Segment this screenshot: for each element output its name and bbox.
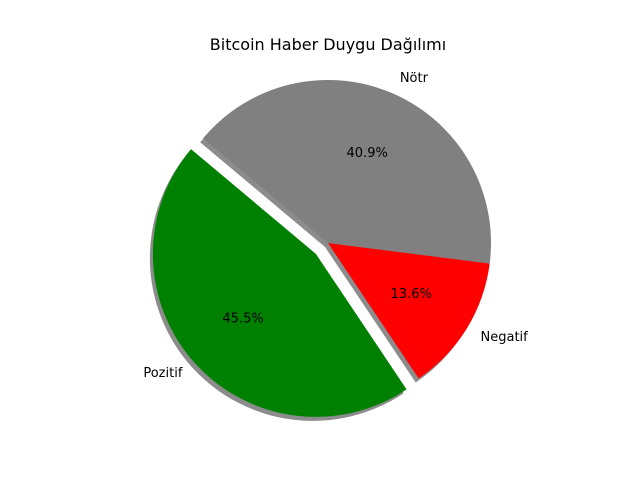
slice-label-negatif: Negatif: [481, 330, 529, 345]
pie-labels: Pozitif 45.5% Negatif 13.6% Nötr 40.9%: [143, 71, 528, 381]
slice-percent-pozitif: 45.5%: [222, 312, 263, 327]
slice-percent-n-tr: 40.9%: [347, 146, 388, 161]
slice-label-n-tr: Nötr: [400, 71, 429, 86]
slice-n-tr: [203, 79, 492, 264]
slice-percent-negatif: 13.6%: [391, 287, 432, 302]
slice-pozitif: [152, 149, 407, 417]
pie-slices: [152, 79, 492, 417]
slice-negatif: [328, 243, 490, 379]
chart-title: Bitcoin Haber Duygu Dağılımı: [210, 35, 446, 54]
slice-label-pozitif: Pozitif: [143, 366, 182, 381]
